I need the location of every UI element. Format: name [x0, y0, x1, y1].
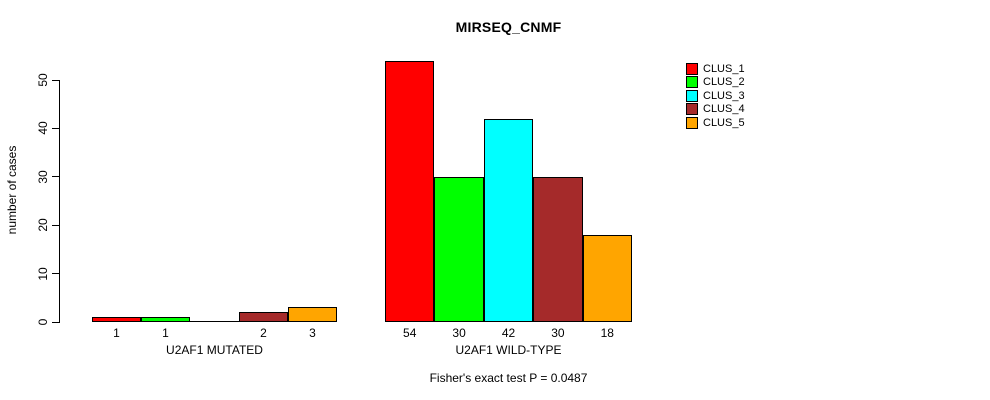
chart-legend: CLUS_1 CLUS_2 CLUS_3 CLUS_4 CLUS_5: [686, 62, 745, 130]
y-tick-label: 0: [36, 318, 50, 326]
bar-clus_2-mutated: [141, 317, 190, 322]
legend-label: CLUS_5: [703, 116, 745, 129]
chart-title: MIRSEQ_CNMF: [455, 19, 562, 35]
bar-value-label: 2: [260, 326, 267, 340]
bar-clus_4-mutated: [239, 312, 288, 322]
bar-clus_1-wild-type: [385, 60, 435, 322]
bar-value-label: 54: [403, 326, 417, 340]
y-tick-mark: [52, 127, 59, 129]
y-tick-label: 50: [36, 73, 50, 87]
legend-swatch: [686, 76, 698, 89]
chart-subtitle: Fisher's exact test P = 0.0487: [429, 371, 588, 385]
legend-swatch: [686, 103, 698, 116]
bar-clus_1-mutated: [92, 317, 141, 322]
legend-item: CLUS_1: [686, 62, 745, 76]
bar-value-label: 1: [113, 326, 120, 340]
bar-clus_4-wild-type: [533, 176, 583, 322]
legend-label: CLUS_2: [703, 76, 745, 89]
legend-item: CLUS_4: [686, 103, 745, 117]
y-tick-mark: [52, 273, 59, 275]
legend-label: CLUS_1: [703, 62, 745, 75]
bar-value-label: 30: [551, 326, 565, 340]
bar-value-label: 18: [600, 326, 614, 340]
y-tick-label: 20: [36, 218, 50, 232]
bar-clus_3-mutated: [190, 321, 239, 322]
bar-value-label: 30: [452, 326, 466, 340]
x-axis-label-wild-type: U2AF1 WILD-TYPE: [455, 343, 562, 357]
y-tick-mark: [52, 321, 59, 323]
legend-label: CLUS_3: [703, 89, 745, 102]
y-tick-mark: [52, 176, 59, 178]
bar-value-label: 42: [501, 326, 516, 340]
bar-clus_5-wild-type: [582, 234, 632, 322]
legend-item: CLUS_2: [686, 76, 745, 90]
legend-swatch: [686, 89, 698, 102]
y-tick-mark: [52, 224, 59, 226]
x-axis-label-mutated: U2AF1 MUTATED: [166, 343, 263, 357]
bar-clus_5-mutated: [288, 307, 337, 322]
bar-value-label: 1: [162, 326, 169, 340]
legend-item: CLUS_5: [686, 116, 745, 130]
bar-clus_2-wild-type: [434, 176, 484, 322]
legend-swatch: [686, 116, 698, 129]
legend-swatch: [686, 62, 698, 75]
legend-label: CLUS_4: [703, 103, 745, 116]
y-tick-label: 30: [36, 170, 50, 184]
bar-value-label: 3: [309, 326, 316, 340]
bar-clus_3-wild-type: [483, 118, 534, 322]
y-tick-label: 40: [36, 121, 50, 136]
y-axis-line: [59, 80, 60, 323]
y-tick-mark: [52, 79, 59, 81]
y-tick-label: 10: [36, 266, 50, 281]
y-axis-title: number of cases: [5, 145, 19, 235]
legend-item: CLUS_3: [686, 89, 745, 103]
